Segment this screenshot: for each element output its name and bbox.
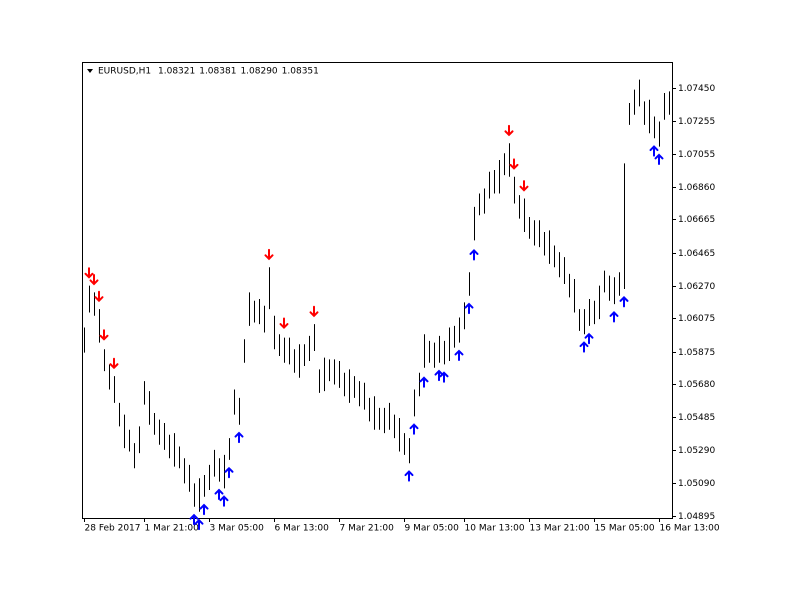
x-tick-label: 28 Feb 2017	[85, 524, 141, 534]
x-tick-label: 6 Mar 13:00	[275, 524, 330, 534]
y-tick-label: 1.05485	[678, 413, 715, 423]
buy-arrow	[199, 503, 209, 516]
buy-arrow	[654, 153, 664, 165]
buy-arrow	[234, 431, 244, 444]
x-tick-label: 9 Mar 05:00	[405, 524, 460, 534]
y-tick-label: 1.06075	[678, 314, 715, 324]
buy-arrow	[439, 371, 449, 383]
y-tick-label: 1.06665	[678, 215, 715, 225]
sell-arrow	[99, 329, 109, 341]
quote-value: 1.08381	[199, 67, 236, 77]
y-tick-label: 1.05290	[678, 446, 715, 456]
plot-frame	[82, 62, 673, 519]
y-tick-label: 1.04895	[678, 512, 715, 522]
buy-arrow	[579, 341, 589, 353]
buy-arrow	[619, 295, 629, 308]
y-tick-label: 1.06860	[678, 183, 715, 193]
sell-arrow	[84, 267, 94, 279]
y-tick-label: 1.05875	[678, 348, 715, 358]
sell-arrow	[279, 317, 289, 329]
quote-value: 1.08321	[158, 67, 195, 77]
sell-arrow	[89, 273, 99, 286]
x-tick-label: 10 Mar 13:00	[465, 524, 525, 534]
buy-arrow	[609, 311, 619, 323]
sell-arrow	[94, 290, 104, 303]
buy-arrow	[189, 513, 199, 526]
sell-arrow	[519, 180, 529, 192]
buy-arrow	[584, 332, 594, 345]
quote-value: 1.08290	[240, 67, 277, 77]
sell-arrow	[509, 158, 519, 170]
buy-arrow	[419, 376, 429, 388]
x-tick-label: 13 Mar 21:00	[530, 524, 590, 534]
menu-triangle	[87, 69, 93, 73]
y-tick-label: 1.05090	[678, 479, 715, 489]
sell-arrow	[504, 124, 514, 137]
buy-arrow	[409, 423, 419, 435]
y-tick-label: 1.07055	[678, 150, 715, 160]
sell-arrow	[109, 357, 119, 370]
y-tick-label: 1.06270	[678, 282, 715, 292]
quote-value: 1.08351	[282, 67, 319, 77]
buy-arrow	[224, 466, 234, 479]
y-tick-label: 1.07255	[678, 117, 715, 127]
buy-arrow	[194, 518, 204, 531]
buy-arrow	[434, 369, 444, 382]
x-tick-label: 15 Mar 05:00	[595, 524, 655, 534]
x-tick-label: 3 Mar 05:00	[210, 524, 265, 534]
y-tick-label: 1.06465	[678, 249, 715, 259]
buy-arrow	[219, 495, 229, 507]
y-tick-label: 1.07450	[678, 84, 715, 94]
buy-arrow	[464, 302, 474, 315]
x-tick-label: 7 Mar 21:00	[340, 524, 395, 534]
buy-arrow	[214, 488, 224, 501]
sell-arrow	[309, 305, 319, 318]
y-tick-label: 1.05680	[678, 380, 715, 390]
x-tick-label: 16 Mar 13:00	[660, 524, 720, 534]
x-tick-label: 1 Mar 21:00	[145, 524, 200, 534]
buy-arrow	[454, 349, 464, 361]
sell-arrow	[264, 248, 274, 261]
buy-arrow	[649, 145, 659, 157]
buy-arrow	[469, 249, 479, 261]
buy-arrow	[404, 470, 414, 482]
symbol-title: EURUSD,H1	[98, 67, 151, 77]
